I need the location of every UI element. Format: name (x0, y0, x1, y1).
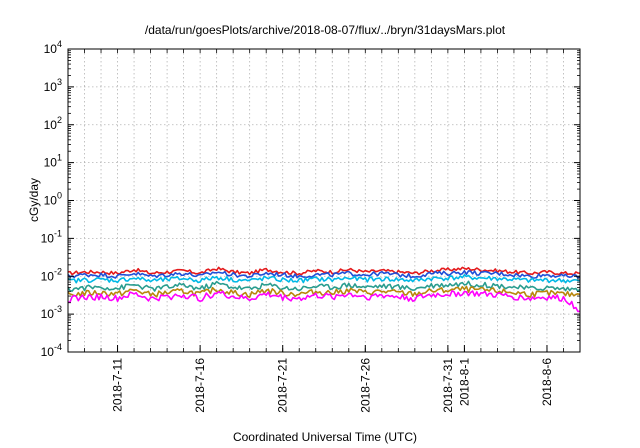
series-line-3 (67, 274, 581, 284)
x-tick-label: 2018-7-21 (276, 358, 290, 413)
plot-frame (67, 48, 581, 353)
y-tick-label: 101 (44, 153, 62, 170)
y-tick-label: 10-4 (41, 342, 62, 359)
x-tick-label: 2018-7-16 (193, 358, 207, 413)
y-tick-label: 102 (44, 115, 62, 132)
y-axis-label: cGy/day (27, 178, 41, 222)
grid (68, 48, 580, 353)
y-tick-label: 103 (44, 77, 62, 94)
series-group (67, 266, 581, 313)
y-tick-label: 10-1 (41, 228, 62, 245)
chart-title: /data/run/goesPlots/archive/2018-08-07/f… (145, 23, 506, 37)
x-tick-label: 2018-8-1 (457, 358, 471, 406)
series-line-1 (67, 266, 581, 276)
series-line-4 (67, 280, 581, 293)
y-tick-label: 100 (44, 191, 62, 208)
series-line-2 (67, 270, 581, 279)
y-tick-label: 10-2 (41, 266, 62, 283)
x-axis-label: Coordinated Universal Time (UTC) (233, 430, 417, 444)
x-tick-label: 2018-8-6 (540, 358, 554, 406)
y-tick-label: 104 (44, 39, 62, 56)
y-tick-label: 10-3 (41, 304, 62, 321)
x-tick-label: 2018-7-11 (111, 358, 125, 412)
x-tick-label: 2018-7-26 (358, 358, 372, 413)
x-tick-label: 2018-7-31 (441, 358, 455, 413)
series-line-6 (67, 290, 581, 313)
axes: 10-4 10-3 10-2 10-1 100 101 102 103 104 2018-7-11… (41, 39, 581, 413)
